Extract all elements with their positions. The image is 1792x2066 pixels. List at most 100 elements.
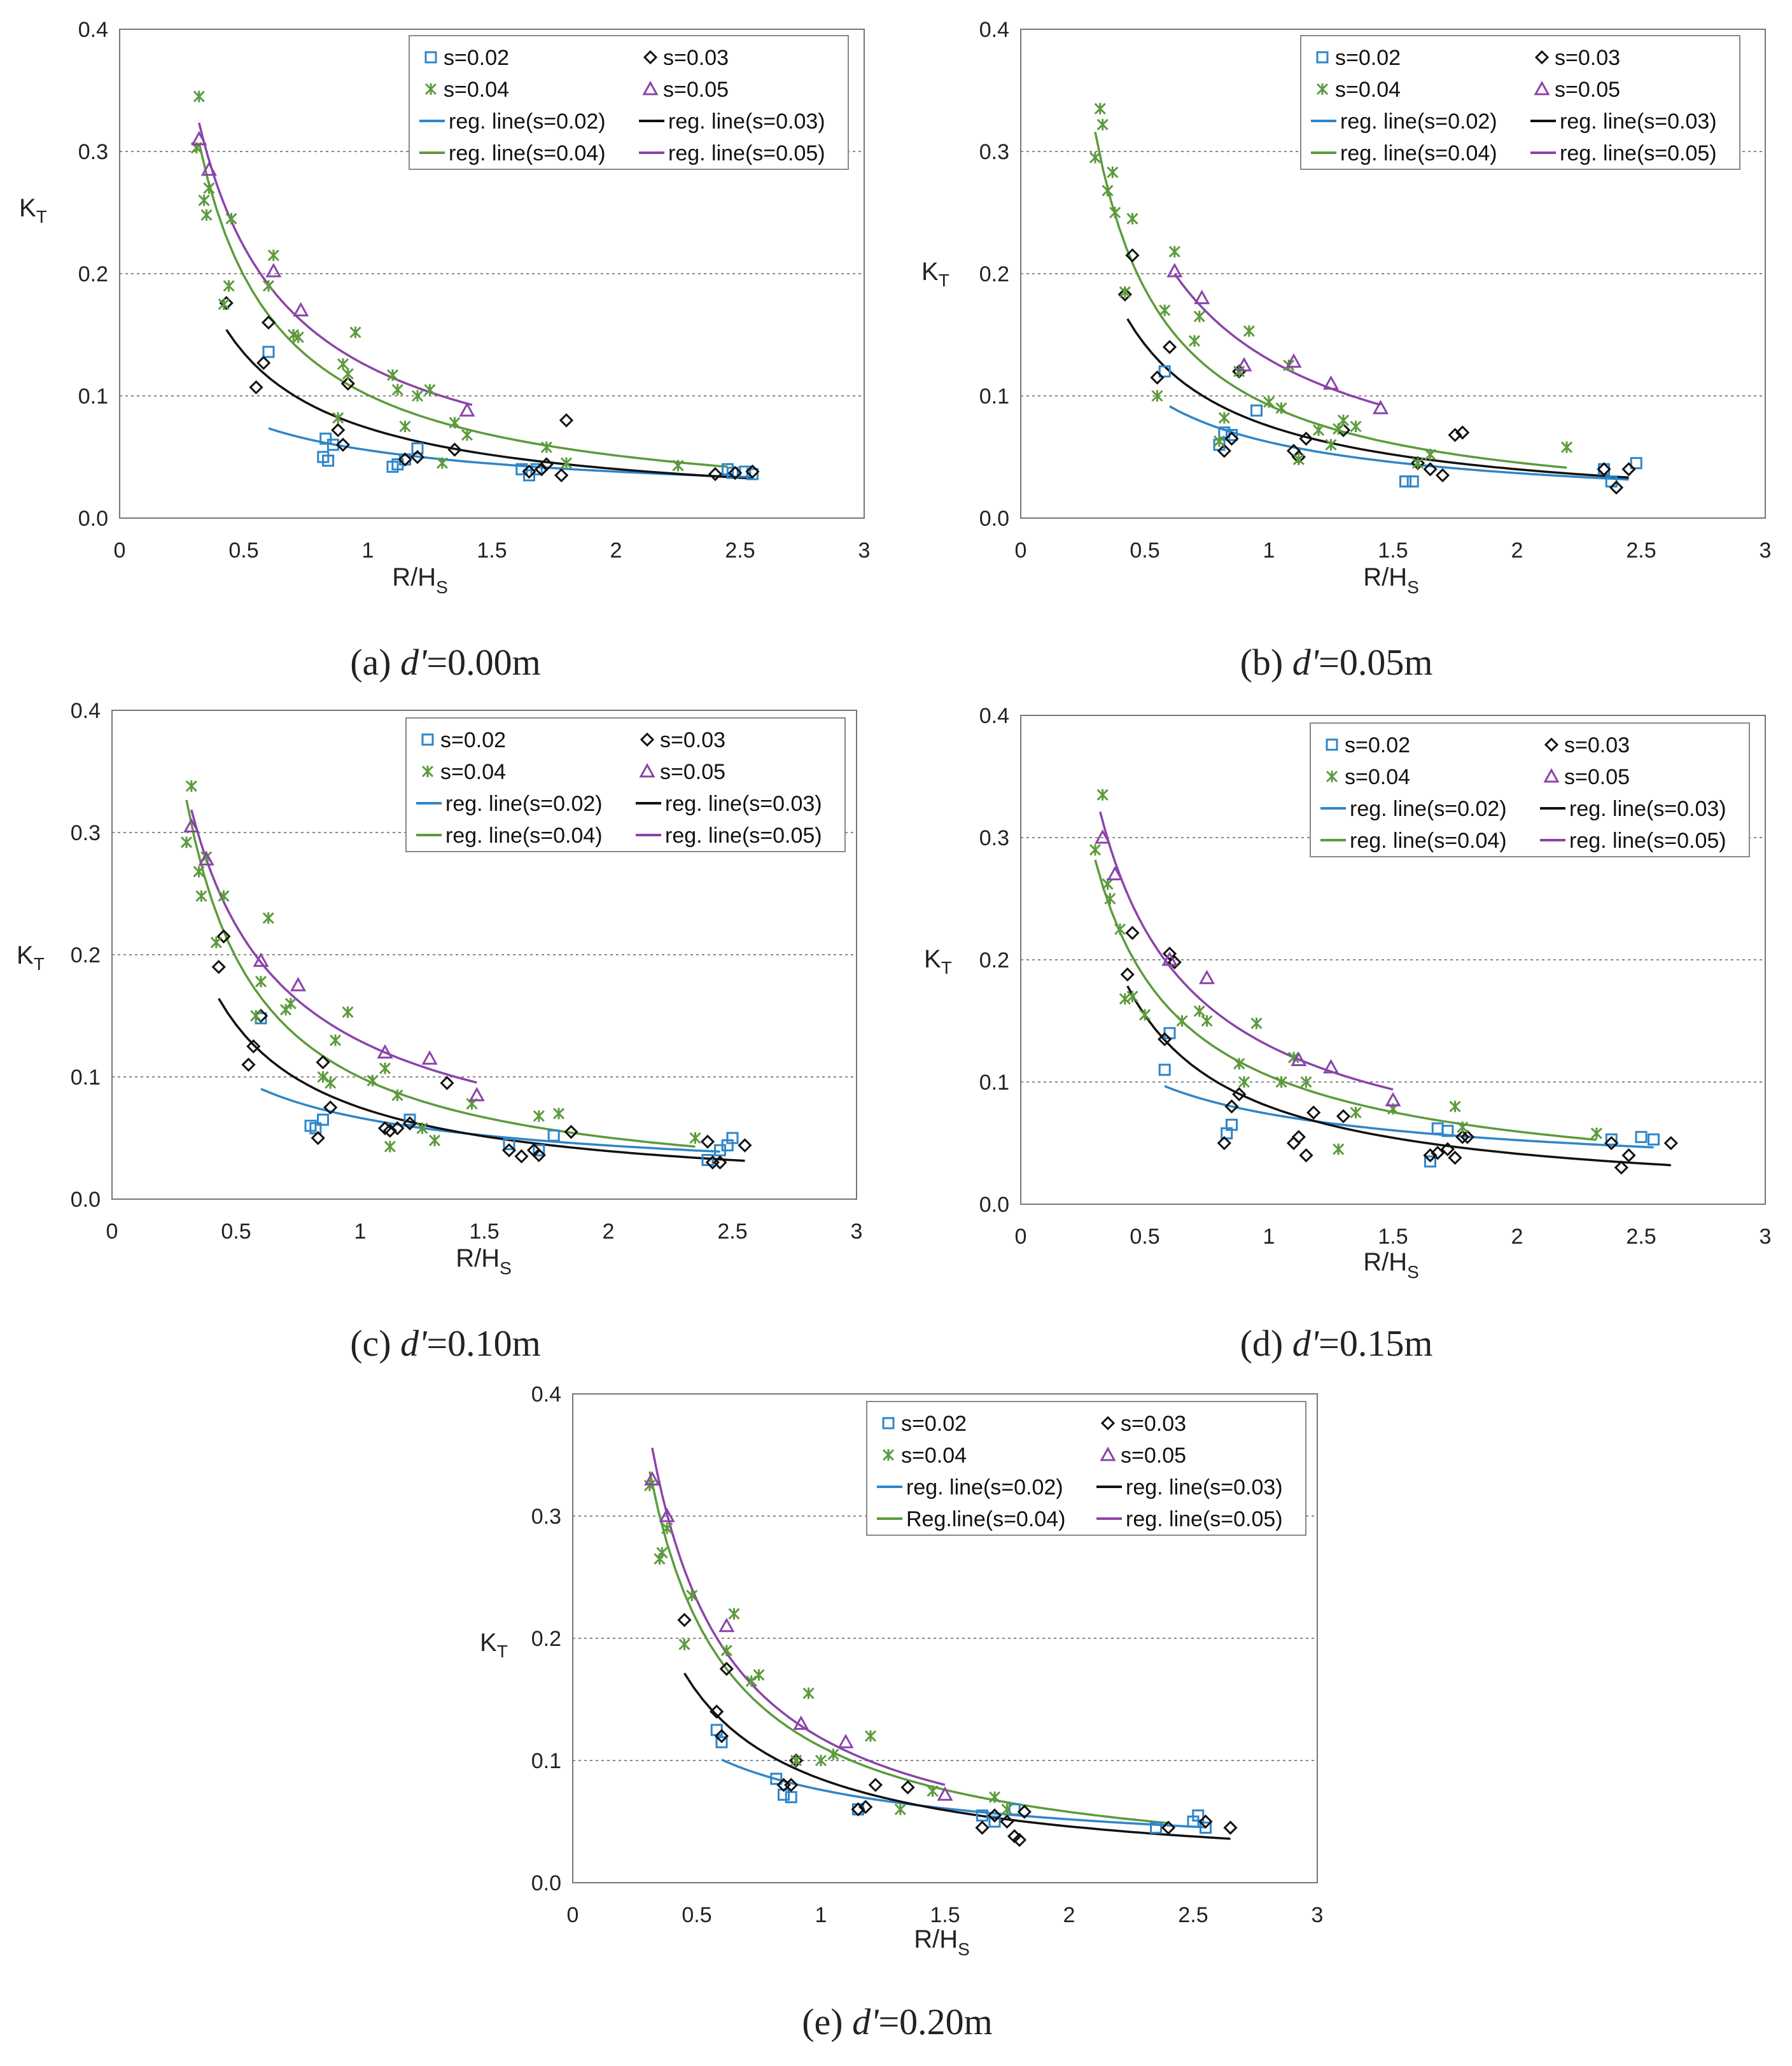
- data-point: [1166, 263, 1183, 278]
- legend-label: reg. line(s=0.03): [665, 792, 822, 816]
- data-point: [1201, 1015, 1213, 1027]
- legend-label: s=0.04: [901, 1444, 967, 1468]
- data-point: [349, 327, 361, 339]
- panel-caption: (b) d'=0.05m: [1240, 642, 1433, 683]
- data-point: [411, 390, 424, 402]
- y-tick-label: 0.3: [71, 821, 101, 845]
- data-point: [868, 1778, 883, 1792]
- data-point: [447, 442, 462, 457]
- data-point: [262, 280, 275, 292]
- data-point: [332, 412, 344, 424]
- data-point: [1291, 1130, 1306, 1144]
- legend-marker: [424, 83, 437, 95]
- data-point: [1226, 1118, 1238, 1131]
- legend-label: s=0.03: [1555, 46, 1620, 70]
- y-tick-label: 0.3: [979, 826, 1009, 850]
- data-point: [292, 331, 304, 343]
- data-point: [211, 960, 226, 974]
- data-point: [342, 368, 354, 380]
- data-point: [1423, 462, 1438, 477]
- data-point: [216, 929, 231, 944]
- data-point: [713, 1155, 727, 1170]
- legend-marker: [1534, 50, 1550, 65]
- data-point: [261, 315, 276, 330]
- legend-marker: [421, 733, 434, 746]
- data-point: [1119, 286, 1131, 298]
- data-point: [533, 1110, 545, 1122]
- data-point: [424, 384, 436, 396]
- legend-box: [1300, 35, 1740, 170]
- panel-caption: (a) d'=0.00m: [350, 642, 541, 683]
- data-point: [539, 457, 554, 472]
- panel-caption: (e) d'=0.20m: [802, 2001, 993, 2042]
- x-axis-label: R/HS: [1363, 563, 1419, 597]
- legend-label: s=0.02: [440, 728, 506, 752]
- data-point: [644, 1471, 661, 1486]
- y-axis-label: KT: [17, 941, 45, 974]
- legend-label: reg. line(s=0.05): [665, 824, 822, 848]
- data-point: [1119, 993, 1131, 1005]
- data-point: [290, 976, 307, 992]
- data-point: [249, 380, 263, 395]
- data-point: [547, 1129, 560, 1142]
- y-axis-label: KT: [924, 945, 952, 978]
- data-point: [1125, 925, 1140, 940]
- legend-label: s=0.02: [1335, 46, 1401, 70]
- data-point: [421, 1050, 438, 1065]
- data-point: [1399, 475, 1411, 488]
- data-point: [1096, 118, 1109, 130]
- data-point: [225, 213, 237, 225]
- data-point: [329, 1034, 342, 1046]
- data-point: [975, 1820, 990, 1835]
- data-point: [1448, 1150, 1462, 1165]
- y-tick-label: 0.3: [531, 1505, 561, 1529]
- regression-line: [218, 997, 745, 1162]
- data-point: [1250, 404, 1263, 417]
- data-point: [416, 1122, 428, 1134]
- x-tick-label: 3: [1760, 538, 1772, 563]
- legend-label: s=0.03: [1121, 1412, 1186, 1436]
- data-point: [793, 1715, 809, 1730]
- regression-line: [1094, 131, 1567, 469]
- data-point: [1168, 246, 1180, 258]
- regression-line: [190, 809, 477, 1084]
- legend-marker: [1100, 1446, 1116, 1461]
- legend-label: reg. line(s=0.05): [1569, 829, 1726, 853]
- data-point: [1117, 287, 1132, 302]
- data-point: [1217, 1135, 1231, 1151]
- y-tick-label: 0.1: [78, 384, 108, 409]
- data-point: [677, 1613, 692, 1627]
- data-point: [246, 1039, 261, 1054]
- data-point: [262, 912, 274, 924]
- data-point: [1590, 1127, 1602, 1139]
- x-tick-label: 2.5: [725, 538, 755, 563]
- data-point: [1224, 1099, 1239, 1114]
- data-point: [1621, 462, 1636, 477]
- data-point: [728, 465, 743, 481]
- data-point: [661, 1522, 673, 1535]
- data-point: [1198, 969, 1215, 985]
- legend-box: [1310, 722, 1750, 857]
- y-tick-label: 0.1: [979, 1071, 1009, 1095]
- data-point: [449, 417, 461, 429]
- legend-box: [405, 717, 846, 852]
- legend-marker: [1544, 737, 1559, 752]
- data-point: [1126, 213, 1138, 225]
- legend-label: s=0.05: [1555, 78, 1620, 102]
- data-point: [250, 1009, 262, 1022]
- x-tick-label: 2: [1063, 1903, 1075, 1927]
- legend-label: s=0.03: [663, 46, 729, 70]
- data-point: [1218, 412, 1230, 424]
- data-point: [337, 358, 349, 370]
- x-axis-label: R/HS: [456, 1244, 512, 1278]
- regression-line: [1173, 272, 1381, 406]
- legend-marker: [882, 1449, 895, 1461]
- x-tick-label: 2: [610, 538, 622, 563]
- y-tick-label: 0.0: [979, 507, 1009, 531]
- x-tick-label: 0: [1015, 1225, 1027, 1249]
- legend: s=0.02 s=0.03 s=0.04 s=0.05 reg. line(s=0.02…: [1310, 722, 1750, 857]
- data-point: [715, 1736, 728, 1748]
- x-tick-labels: 0 0.5 1 1.5 2 2.5 3: [567, 1903, 1324, 1927]
- data-point: [319, 432, 332, 445]
